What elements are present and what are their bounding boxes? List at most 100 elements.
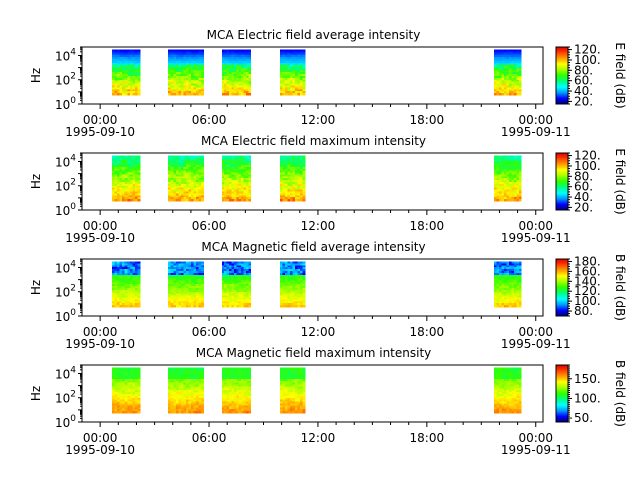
colorbar-tick-label: 80.: [574, 169, 593, 183]
spectrogram-segment: [279, 155, 306, 202]
x-tick-label: 18:00: [410, 325, 445, 339]
spectrogram-segment: [168, 367, 204, 414]
y-tick-label: 100: [55, 96, 76, 112]
x-tick-label: 12:00: [301, 325, 336, 339]
colorbar-label: B field (dB): [613, 254, 627, 321]
colorbar-tick-label: 80.: [574, 63, 593, 77]
spectrogram-segment: [279, 367, 306, 414]
y-tick-label: 102: [55, 72, 76, 88]
x-tick-label: 00:00: [83, 325, 118, 339]
x-tick-label: 06:00: [192, 113, 227, 127]
colorbar-tick-label: 120.: [574, 149, 601, 163]
y-tick-label: 102: [55, 284, 76, 300]
y-axis-label: Hz: [29, 68, 43, 83]
colorbar-label: E field (dB): [613, 42, 627, 108]
colorbar-tick-label: 100.: [574, 53, 601, 67]
colorbar-tick-label: 60.: [574, 180, 593, 194]
spectrogram-segment: [279, 49, 306, 96]
x-tick-date: 1995-09-11: [501, 125, 571, 139]
y-axis-label: Hz: [29, 280, 43, 295]
y-tick-label: 102: [55, 178, 76, 194]
plot-frame: [81, 152, 544, 211]
spectrogram-segment: [111, 155, 141, 202]
x-tick-label: 12:00: [301, 219, 336, 233]
plot-frame: [81, 46, 544, 105]
y-axis-label: Hz: [29, 174, 43, 189]
x-tick-label: 18:00: [410, 431, 445, 445]
colorbar-tick-label: 160.: [574, 264, 601, 278]
colorbar-tick-label: 80.: [574, 304, 593, 318]
colorbar-label: B field (dB): [613, 360, 627, 427]
panel-title: MCA Electric field maximum intensity: [201, 134, 426, 148]
x-tick-label: 06:00: [192, 219, 227, 233]
colorbar: 80.100.120.140.160.180. B field (dB): [555, 254, 627, 321]
y-tick-label: 100: [55, 202, 76, 218]
y-tick-label: 104: [55, 153, 76, 169]
y-tick-label: 100: [55, 414, 76, 430]
x-tick-label: 18:00: [410, 219, 445, 233]
x-tick-label: 00:00: [518, 219, 553, 233]
spectrogram-segment: [168, 261, 204, 308]
spectrogram-segment: [168, 155, 204, 202]
plot-frame: [81, 364, 544, 423]
y-tick-label: 100: [55, 308, 76, 324]
spectrogram-segment: [221, 261, 252, 308]
spectrogram-segment: [221, 367, 252, 414]
x-tick-label: 06:00: [192, 431, 227, 445]
colorbar-tick-label: 100.: [574, 159, 601, 173]
x-tick-label: 12:00: [301, 431, 336, 445]
x-tick-date: 1995-09-10: [65, 231, 135, 245]
colorbar-tick-label: 180.: [574, 254, 601, 268]
spectrogram-segment: [111, 367, 141, 414]
panel-title: MCA Magnetic field average intensity: [201, 240, 425, 254]
x-tick-label: 00:00: [518, 431, 553, 445]
x-tick-date: 1995-09-10: [65, 125, 135, 139]
colorbar-tick-label: 120.: [574, 43, 601, 57]
y-tick-label: 104: [55, 365, 76, 381]
plot-frame: [81, 258, 544, 317]
x-tick-date: 1995-09-11: [501, 231, 571, 245]
y-tick-label: 104: [55, 259, 76, 275]
colorbar-tick-label: 140.: [574, 274, 601, 288]
panel-4: MCA Magnetic field maximum intensity 100 1…: [29, 346, 627, 457]
colorbar: 20.40.60.80.100.120. E field (dB): [555, 148, 627, 215]
spectrogram-segment: [168, 49, 204, 96]
panel-title: MCA Magnetic field maximum intensity: [196, 346, 432, 360]
panel-2: MCA Electric field maximum intensity 100 1…: [29, 134, 627, 245]
x-tick-label: 00:00: [83, 113, 118, 127]
colorbar-tick-label: 50.: [574, 411, 593, 425]
spectrogram-segment: [494, 367, 522, 414]
spectrogram-segment: [221, 49, 252, 96]
spectrogram-segment: [279, 261, 306, 308]
spectrogram-segment: [221, 155, 252, 202]
colorbar-tick-label: 40.: [574, 84, 593, 98]
y-tick-label: 104: [55, 47, 76, 63]
panel-title: MCA Electric field average intensity: [207, 28, 421, 42]
x-tick-label: 06:00: [192, 325, 227, 339]
colorbar-tick-label: 100.: [574, 294, 601, 308]
colorbar: 50. 100. 150. B field (dB): [555, 360, 627, 427]
x-tick-date: 1995-09-10: [65, 443, 135, 457]
x-tick-label: 18:00: [410, 113, 445, 127]
colorbar-tick-label: 40.: [574, 190, 593, 204]
colorbar-tick-label: 100.: [574, 391, 601, 405]
x-tick-date: 1995-09-11: [501, 337, 571, 351]
x-tick-label: 00:00: [518, 113, 553, 127]
colorbar-tick-label: 20.: [574, 94, 593, 108]
colorbar-tick-label: 20.: [574, 200, 593, 214]
x-tick-label: 00:00: [83, 219, 118, 233]
colorbar-tick-label: 120.: [574, 284, 601, 298]
spectrogram-segment: [494, 155, 522, 202]
x-tick-label: 00:00: [518, 325, 553, 339]
spectrogram-segment: [111, 49, 141, 96]
colorbar-tick-label: 150.: [574, 372, 601, 386]
panel-3: MCA Magnetic field average intensity 100 1…: [29, 240, 627, 351]
spectrogram-segment: [494, 49, 522, 96]
colorbar-label: E field (dB): [613, 148, 627, 214]
x-tick-label: 00:00: [83, 431, 118, 445]
spectrogram-segment: [494, 261, 522, 308]
x-tick-date: 1995-09-11: [501, 443, 571, 457]
spectrogram-segment: [111, 261, 141, 308]
panel-1: MCA Electric field average intensity 100 1…: [29, 28, 627, 139]
y-axis-label: Hz: [29, 386, 43, 401]
